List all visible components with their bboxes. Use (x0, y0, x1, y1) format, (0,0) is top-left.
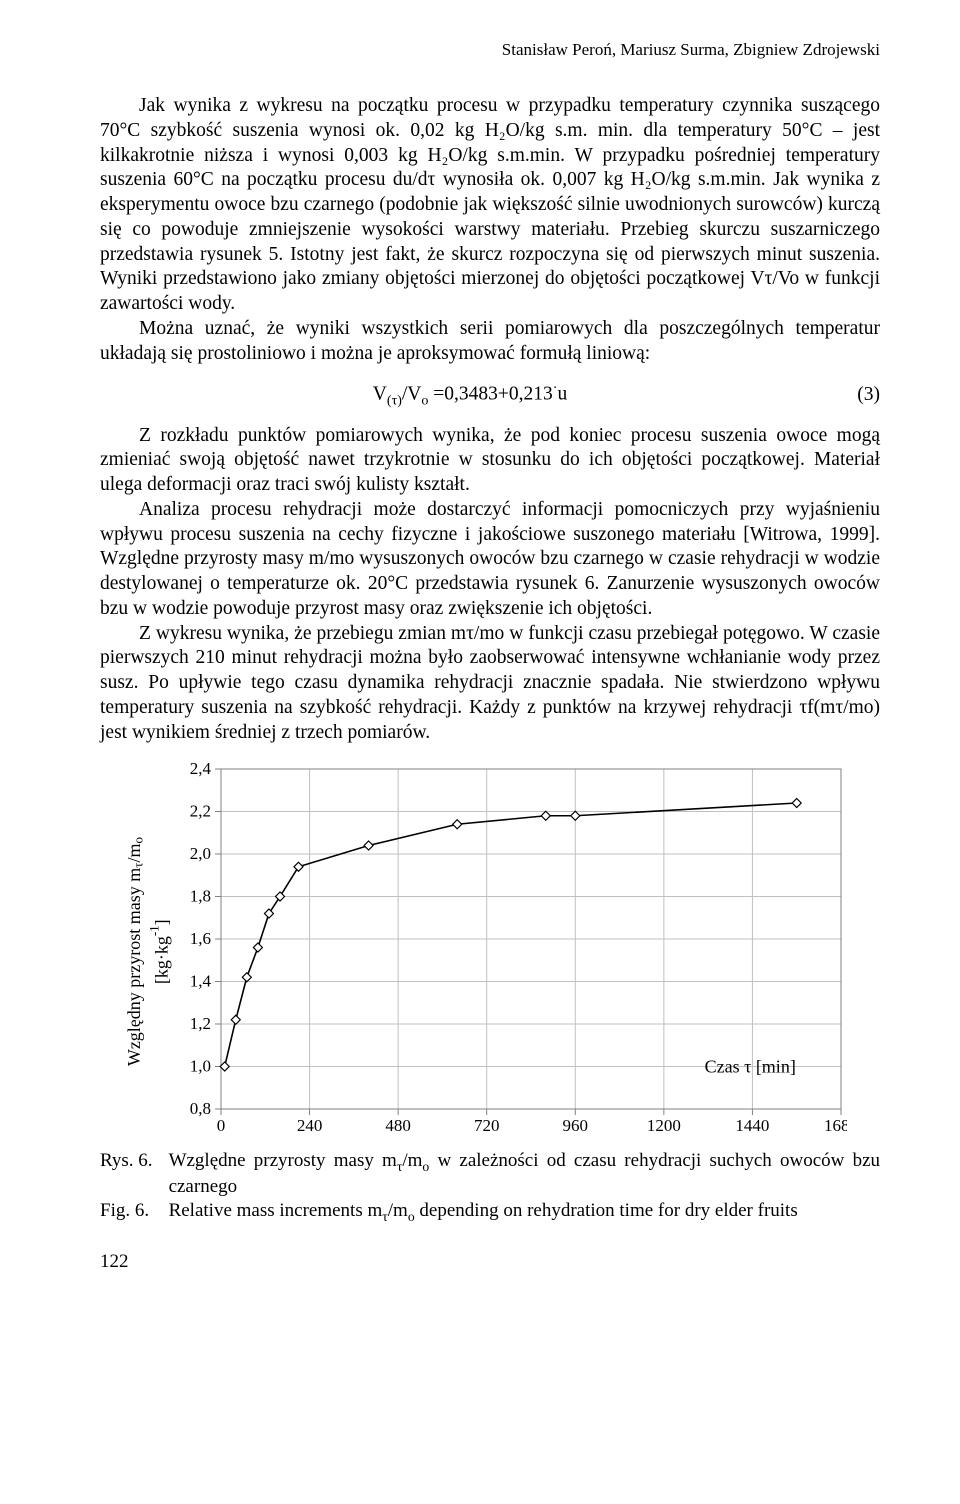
svg-text:720: 720 (474, 1116, 500, 1135)
svg-text:1,8: 1,8 (189, 887, 210, 906)
y-axis-label: Względny przyrost masy mτ/mo[kg·kg-1] (120, 837, 173, 1066)
equation-3: V(τ)/Vo =0,3483+0,213·u (3) (100, 380, 880, 409)
svg-text:Czas τ [min]: Czas τ [min] (704, 1057, 795, 1077)
running-head: Stanisław Peroń, Mariusz Surma, Zbigniew… (100, 40, 880, 60)
svg-text:2,0: 2,0 (189, 844, 210, 863)
paragraph-5: Z wykresu wynika, że przebiegu zmian mτ/… (100, 622, 880, 746)
svg-text:0: 0 (216, 1116, 225, 1135)
svg-text:2,4: 2,4 (189, 763, 211, 778)
figure-6-caption: Rys. 6. Względne przyrosty masy mτ/mo w … (100, 1149, 880, 1225)
paragraph-4: Analiza procesu rehydracji może dostarcz… (100, 498, 880, 622)
svg-text:1,0: 1,0 (189, 1057, 210, 1076)
svg-text:1200: 1200 (646, 1116, 680, 1135)
paragraph-2: Można uznać, że wyniki wszystkich serii … (100, 317, 880, 367)
svg-text:1,2: 1,2 (189, 1014, 210, 1033)
svg-text:1680: 1680 (824, 1116, 847, 1135)
figure-6-chart: Względny przyrost masy mτ/mo[kg·kg-1] 0 2… (120, 763, 880, 1139)
svg-text:1,6: 1,6 (189, 929, 210, 948)
caption-fig-text: Relative mass increments mτ/mo depending… (169, 1199, 880, 1225)
svg-text:1,4: 1,4 (189, 972, 211, 991)
svg-text:2,2: 2,2 (189, 802, 210, 821)
paragraph-1: Jak wynika z wykresu na początku procesu… (100, 94, 880, 317)
page-number: 122 (100, 1251, 880, 1273)
svg-text:240: 240 (296, 1116, 322, 1135)
equation-number: (3) (840, 384, 880, 406)
caption-rys-text: Względne przyrosty masy mτ/mo w zależnoś… (169, 1149, 880, 1199)
chart-svg: 0 240 480 720 960 1200 1440 1680 2,4 2,2 2,0 1,8 1,6… (173, 763, 847, 1139)
svg-text:0,8: 0,8 (189, 1099, 210, 1118)
svg-text:960: 960 (562, 1116, 588, 1135)
caption-rys-label: Rys. 6. (100, 1149, 169, 1199)
svg-text:1440: 1440 (735, 1116, 769, 1135)
paragraph-3: Z rozkładu punktów pomiarowych wynika, ż… (100, 424, 880, 498)
svg-text:480: 480 (385, 1116, 411, 1135)
equation-text: V(τ)/Vo =0,3483+0,213·u (100, 380, 840, 409)
caption-fig-label: Fig. 6. (100, 1199, 169, 1225)
